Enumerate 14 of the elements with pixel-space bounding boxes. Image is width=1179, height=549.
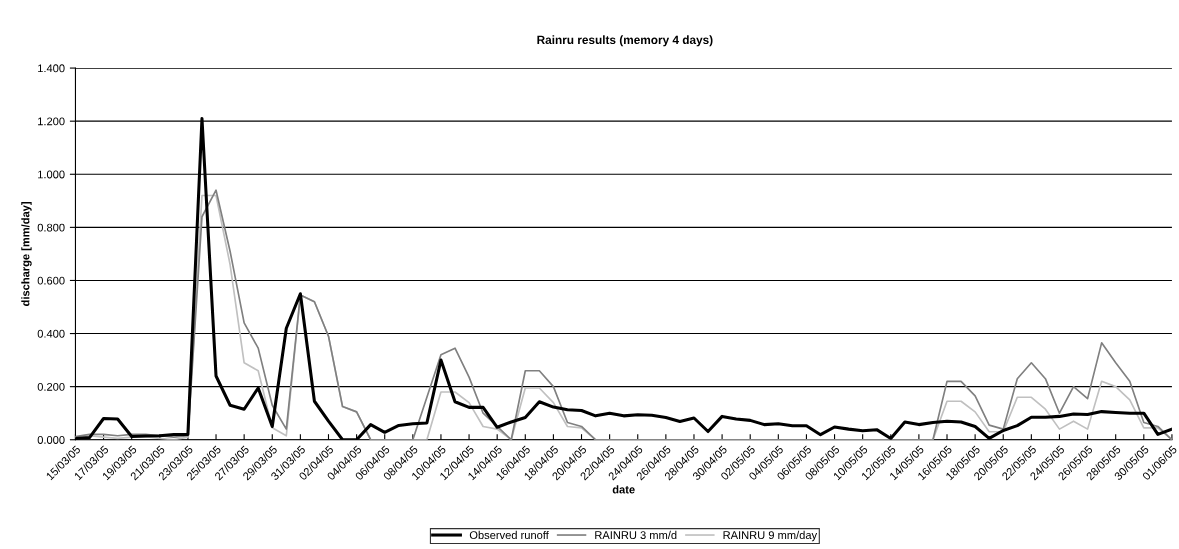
x-axis-title: date [612,485,635,494]
y-tick-label: 1.200 [38,117,65,126]
y-tick-label: 0.600 [37,276,65,285]
y-axis-title: discharge [mm/day] [21,202,32,306]
y-tick-label: 1.400 [38,64,65,73]
y-tick-label: 0.200 [37,382,65,391]
y-tick-label: 0.800 [37,223,65,232]
legend-label: Observed runoff [469,530,549,540]
legend-label: RAINRU 3 mm/d [595,530,677,540]
y-tick-label: 1.000 [38,170,65,179]
chart-title: Rainru results (memory 4 days) [537,35,713,47]
y-tick-label: 0.400 [37,329,65,338]
legend-label: RAINRU 9 mm/day [723,530,818,542]
y-tick-label: 0.000 [37,436,65,444]
